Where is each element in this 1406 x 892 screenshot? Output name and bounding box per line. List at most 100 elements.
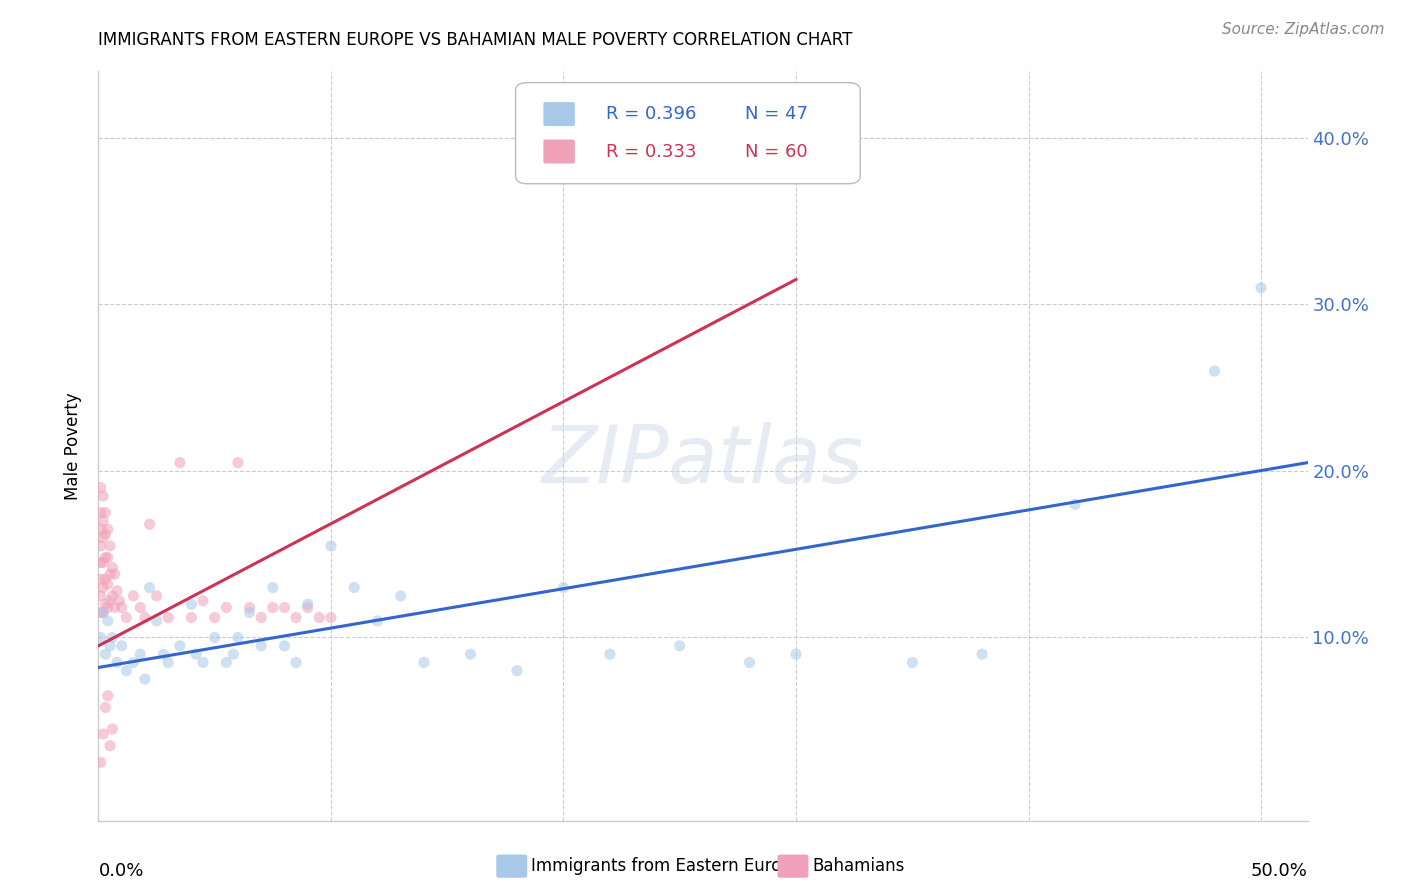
Point xyxy=(389,589,412,603)
Point xyxy=(901,656,924,670)
Text: R = 0.333: R = 0.333 xyxy=(606,143,697,161)
Text: N = 60: N = 60 xyxy=(745,143,808,161)
Point xyxy=(111,600,134,615)
Point xyxy=(90,539,112,553)
Point xyxy=(97,577,120,591)
Point xyxy=(101,722,124,736)
Point xyxy=(273,600,295,615)
Point xyxy=(94,506,117,520)
Point xyxy=(204,631,226,645)
Point xyxy=(285,610,308,624)
Point xyxy=(152,647,174,661)
Point xyxy=(262,581,284,595)
Point xyxy=(90,606,112,620)
Point xyxy=(97,550,120,565)
Point xyxy=(180,597,202,611)
Point xyxy=(122,656,145,670)
Point xyxy=(91,606,114,620)
Point xyxy=(97,689,120,703)
Point xyxy=(215,656,238,670)
Point xyxy=(90,572,112,586)
Point xyxy=(226,456,249,470)
Point xyxy=(90,522,112,536)
Point xyxy=(98,567,121,582)
Text: 50.0%: 50.0% xyxy=(1251,862,1308,880)
Point xyxy=(94,597,117,611)
Point xyxy=(98,639,121,653)
Text: IMMIGRANTS FROM EASTERN EUROPE VS BAHAMIAN MALE POVERTY CORRELATION CHART: IMMIGRANTS FROM EASTERN EUROPE VS BAHAMI… xyxy=(98,31,853,49)
Point xyxy=(90,506,112,520)
Point xyxy=(91,556,114,570)
Point xyxy=(191,594,214,608)
Point xyxy=(366,614,388,628)
Point xyxy=(204,610,226,624)
Point xyxy=(111,639,134,653)
Point xyxy=(129,600,152,615)
Point xyxy=(319,539,342,553)
FancyBboxPatch shape xyxy=(543,139,575,163)
Point xyxy=(169,456,191,470)
Point xyxy=(145,589,167,603)
Text: R = 0.396: R = 0.396 xyxy=(606,105,696,123)
Point xyxy=(145,614,167,628)
Point xyxy=(138,581,160,595)
Point xyxy=(239,606,262,620)
Point xyxy=(319,610,342,624)
Point xyxy=(134,672,156,686)
Point xyxy=(98,739,121,753)
Point xyxy=(115,610,138,624)
Point xyxy=(134,610,156,624)
Point xyxy=(184,647,207,661)
Point xyxy=(97,522,120,536)
Point xyxy=(90,756,112,770)
Point xyxy=(506,664,529,678)
Point xyxy=(262,600,284,615)
Point xyxy=(785,647,807,661)
Point xyxy=(1064,497,1087,511)
Text: N = 47: N = 47 xyxy=(745,105,808,123)
Text: ZIPatlas: ZIPatlas xyxy=(541,422,865,500)
Point xyxy=(226,631,249,645)
Point xyxy=(91,531,114,545)
Text: Source: ZipAtlas.com: Source: ZipAtlas.com xyxy=(1222,22,1385,37)
Point xyxy=(180,610,202,624)
Text: Immigrants from Eastern Europe: Immigrants from Eastern Europe xyxy=(531,857,803,875)
Point xyxy=(599,647,621,661)
Point xyxy=(157,610,180,624)
Point xyxy=(668,639,690,653)
Point xyxy=(129,647,152,661)
Point xyxy=(1204,364,1226,378)
Point xyxy=(91,727,114,741)
Point xyxy=(105,656,128,670)
Point xyxy=(122,589,145,603)
Point xyxy=(94,572,117,586)
Point xyxy=(97,600,120,615)
Point xyxy=(215,600,238,615)
Point xyxy=(94,527,117,541)
Point xyxy=(1250,281,1272,295)
Point xyxy=(239,600,262,615)
Point xyxy=(90,631,112,645)
Point xyxy=(297,597,319,611)
Text: 0.0%: 0.0% xyxy=(98,862,143,880)
FancyBboxPatch shape xyxy=(543,102,575,126)
Point xyxy=(94,647,117,661)
Point xyxy=(94,550,117,565)
Point xyxy=(222,647,245,661)
FancyBboxPatch shape xyxy=(516,83,860,184)
Point xyxy=(104,567,127,582)
Point xyxy=(91,581,114,595)
Point xyxy=(101,631,124,645)
Point xyxy=(343,581,366,595)
Point xyxy=(94,700,117,714)
Point xyxy=(738,656,761,670)
Point xyxy=(169,639,191,653)
Point xyxy=(90,481,112,495)
Point xyxy=(91,606,114,620)
Point xyxy=(108,594,131,608)
Point xyxy=(285,656,308,670)
Point xyxy=(98,539,121,553)
Point xyxy=(413,656,436,670)
Point xyxy=(138,517,160,532)
Point xyxy=(101,560,124,574)
